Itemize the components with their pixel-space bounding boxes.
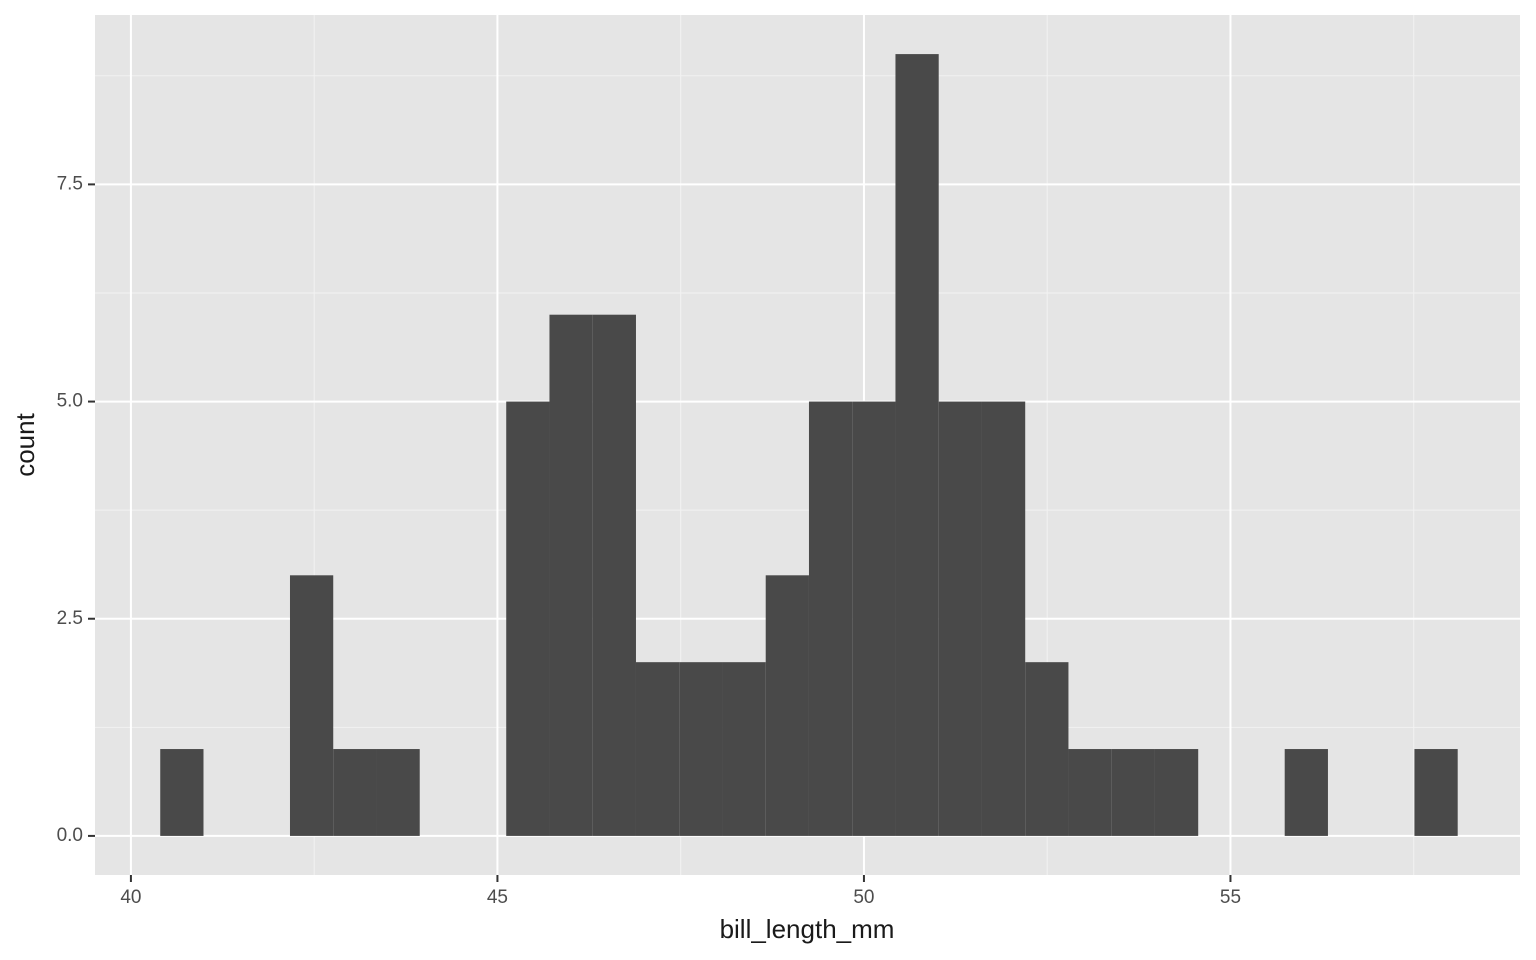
bar — [1068, 749, 1112, 836]
bar — [1154, 749, 1199, 836]
bar — [808, 401, 853, 836]
bar — [1111, 749, 1155, 836]
bar — [938, 401, 982, 836]
bar — [1025, 662, 1069, 836]
x-axis-title: bill_length_mm — [720, 914, 895, 944]
x-tick-label: 55 — [1220, 887, 1241, 908]
axes: 40 45 50 55 0.0 2.5 5.0 7.5 — [57, 173, 1241, 908]
bars — [160, 54, 1458, 836]
bar — [549, 314, 593, 836]
y-tick-label: 7.5 — [57, 173, 83, 194]
bar — [1414, 749, 1458, 836]
x-tick-label: 45 — [487, 887, 508, 908]
y-tick-label: 0.0 — [57, 825, 83, 846]
y-axis-title: count — [10, 412, 40, 476]
y-tick-label: 2.5 — [57, 608, 83, 629]
bar — [506, 401, 550, 836]
bar — [722, 662, 766, 836]
bar — [679, 662, 723, 836]
x-tick-label: 40 — [120, 887, 141, 908]
bar — [1284, 749, 1328, 836]
bar — [981, 401, 1026, 836]
bar — [765, 575, 809, 836]
bar — [895, 54, 939, 836]
bar — [160, 749, 204, 836]
bar — [333, 749, 377, 836]
bar — [852, 401, 896, 836]
bar — [635, 662, 680, 836]
x-tick-label: 50 — [853, 887, 874, 908]
bar — [289, 575, 334, 836]
bar — [376, 749, 420, 836]
bar — [592, 314, 636, 836]
y-tick-label: 5.0 — [57, 391, 83, 412]
